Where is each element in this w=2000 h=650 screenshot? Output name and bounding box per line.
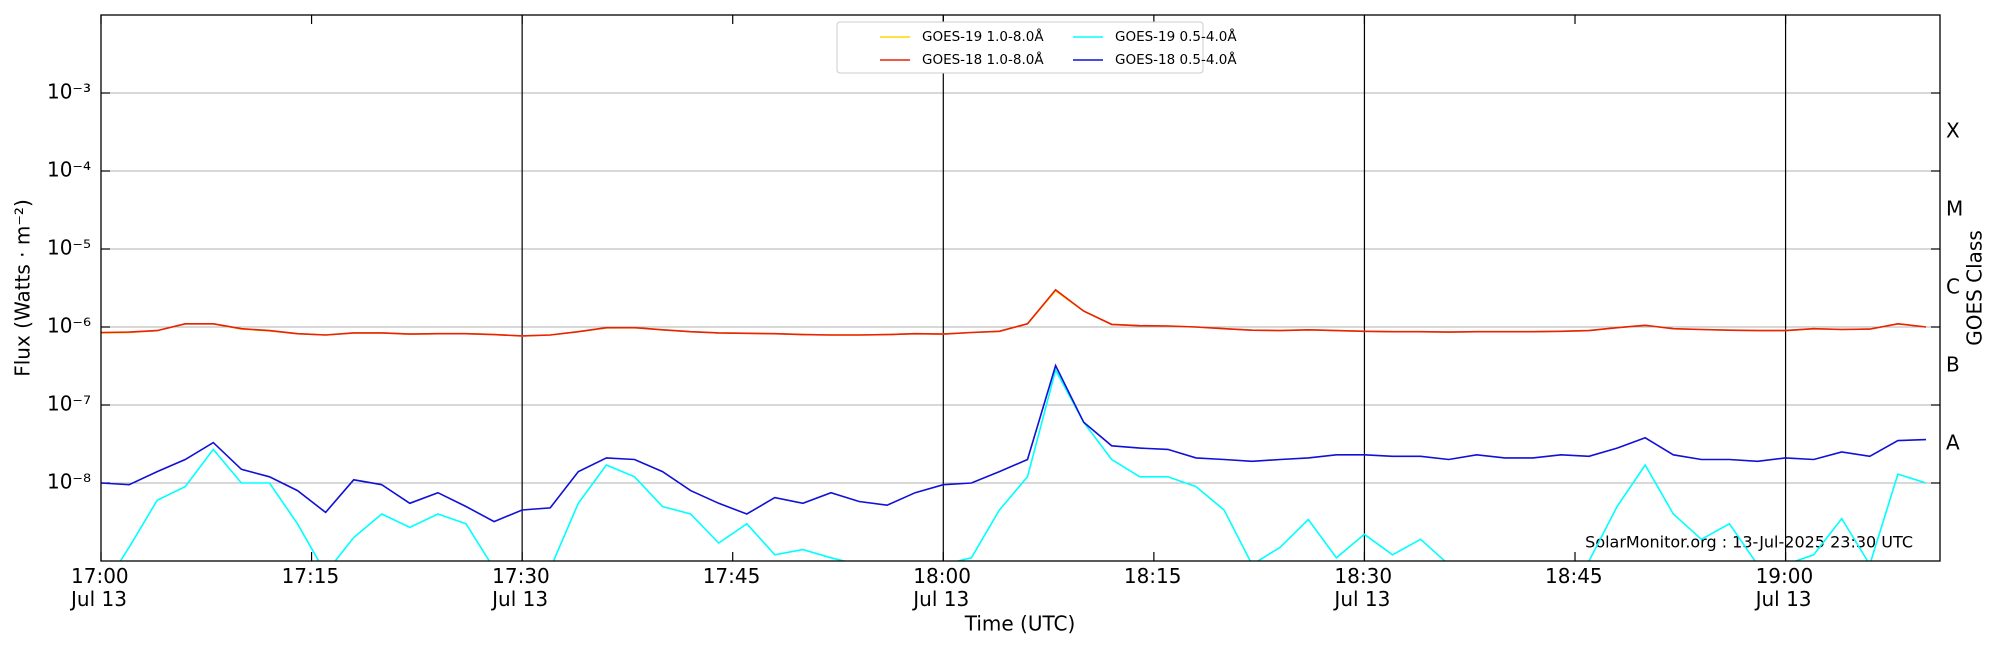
y-tick-label: 10⁻⁶: [47, 314, 91, 338]
y-tick-label: 10⁻⁷: [47, 392, 91, 416]
y-tick-label: 10⁻³: [47, 80, 91, 104]
x-tick-label: 17:45: [702, 564, 761, 588]
legend-label: GOES-18 0.5-4.0Å: [1115, 51, 1237, 68]
class-label: X: [1946, 119, 1960, 143]
legend-box: [836, 21, 1204, 74]
x-tick-label: 18:00 Jul 13: [913, 564, 971, 611]
series-line: [119, 367, 1927, 561]
x-tick-label: 17:30 Jul 13: [492, 564, 550, 611]
series-line: [101, 289, 1927, 337]
annotation: SolarMonitor.org : 13-Jul-2025 23:30 UTC: [1585, 533, 1913, 552]
x-tick-label: 17:15: [281, 564, 340, 588]
legend-label: GOES-18 1.0-8.0Å: [922, 51, 1044, 68]
legend: GOES-19 1.0-8.0Å GOES-18 1.0-8.0Å GOES-19 …: [836, 21, 1237, 74]
y-tick-label: 10⁻⁵: [47, 236, 91, 260]
class-label: B: [1946, 353, 1960, 377]
x-tick-label: 18:15: [1123, 564, 1182, 588]
series-line: [101, 288, 1927, 337]
y-axis-label: Flux (Watts · m⁻²): [11, 199, 35, 377]
y-tick-label: 10⁻⁴: [47, 158, 91, 182]
x-axis-label: Time (UTC): [964, 612, 1076, 636]
class-label: M: [1946, 197, 1963, 221]
legend-label: GOES-19 0.5-4.0Å: [1115, 28, 1237, 45]
class-label: A: [1946, 431, 1960, 455]
y2-axis-label: GOES Class: [1963, 230, 1987, 346]
x-tick-label: 19:00 Jul 13: [1755, 564, 1814, 611]
legend-label: GOES-19 1.0-8.0Å: [922, 28, 1044, 45]
series-line: [101, 363, 1927, 523]
x-tick-label: 18:45: [1545, 564, 1603, 588]
x-tick-label: 18:30 Jul 13: [1334, 564, 1393, 611]
plot-frame: [100, 14, 1941, 562]
y-tick-label: 10⁻⁸: [47, 470, 91, 494]
class-label: C: [1946, 275, 1960, 299]
x-tick-label: 17:00 Jul 13: [71, 564, 129, 611]
